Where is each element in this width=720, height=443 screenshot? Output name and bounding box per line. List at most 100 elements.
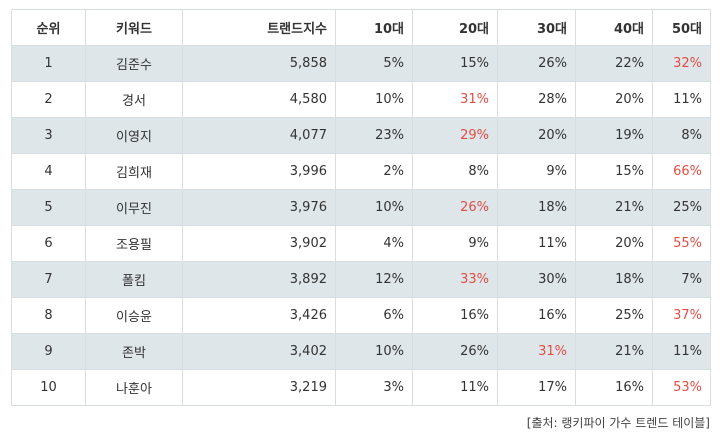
age-40s-cell: 22%: [575, 45, 653, 82]
age-20s-cell: 9%: [412, 225, 498, 262]
rank-cell: 9: [11, 333, 86, 370]
table-row: 2 경서 4,580 10% 31% 28% 20% 11%: [11, 81, 711, 118]
age-10s-cell: 4%: [335, 225, 413, 262]
table-row: 6 조용필 3,902 4% 9% 11% 20% 55%: [11, 225, 711, 262]
table-row: 1 김준수 5,858 5% 15% 26% 22% 32%: [11, 45, 711, 82]
header-keyword: 키워드: [85, 9, 183, 46]
trend-index-cell: 3,426: [182, 297, 336, 334]
header-age-30s: 30대: [497, 9, 576, 46]
header-age-20s: 20대: [412, 9, 498, 46]
age-20s-cell: 31%: [412, 81, 498, 118]
header-age-40s: 40대: [575, 9, 653, 46]
keyword-cell: 조용필: [85, 225, 183, 262]
header-trend-index: 트랜드지수: [182, 9, 336, 46]
rank-cell: 1: [11, 45, 86, 82]
age-20s-cell: 16%: [412, 297, 498, 334]
keyword-cell: 이영지: [85, 117, 183, 154]
age-30s-cell: 30%: [497, 261, 576, 298]
trend-index-cell: 3,892: [182, 261, 336, 298]
age-10s-cell: 23%: [335, 117, 413, 154]
keyword-cell: 폴킴: [85, 261, 183, 298]
age-50s-cell: 11%: [652, 81, 711, 118]
table-row: 4 김희재 3,996 2% 8% 9% 15% 66%: [11, 153, 711, 190]
table-header-row: 순위 키워드 트랜드지수 10대 20대 30대 40대 50대: [11, 9, 711, 46]
age-20s-cell: 8%: [412, 153, 498, 190]
age-40s-cell: 15%: [575, 153, 653, 190]
age-40s-cell: 16%: [575, 369, 653, 406]
rank-cell: 6: [11, 225, 86, 262]
rank-cell: 5: [11, 189, 86, 226]
rank-cell: 4: [11, 153, 86, 190]
age-40s-cell: 21%: [575, 333, 653, 370]
table-body: 1 김준수 5,858 5% 15% 26% 22% 32% 2 경서 4,580 10% 31% 28%…: [11, 45, 711, 406]
keyword-cell: 존박: [85, 333, 183, 370]
age-10s-cell: 12%: [335, 261, 413, 298]
table-row: 7 폴킴 3,892 12% 33% 30% 18% 7%: [11, 261, 711, 298]
keyword-cell: 나훈아: [85, 369, 183, 406]
age-50s-cell: 66%: [652, 153, 711, 190]
header-age-10s: 10대: [335, 9, 413, 46]
age-10s-cell: 10%: [335, 81, 413, 118]
age-40s-cell: 20%: [575, 225, 653, 262]
keyword-cell: 김희재: [85, 153, 183, 190]
age-10s-cell: 2%: [335, 153, 413, 190]
age-20s-cell: 29%: [412, 117, 498, 154]
keyword-cell: 경서: [85, 81, 183, 118]
rank-cell: 8: [11, 297, 86, 334]
age-10s-cell: 5%: [335, 45, 413, 82]
trend-index-cell: 3,976: [182, 189, 336, 226]
age-50s-cell: 25%: [652, 189, 711, 226]
table-row: 10 나훈아 3,219 3% 11% 17% 16% 53%: [11, 369, 711, 406]
keyword-cell: 김준수: [85, 45, 183, 82]
trend-table: 순위 키워드 트랜드지수 10대 20대 30대 40대 50대 1 김준수 5,8…: [11, 9, 711, 406]
age-30s-cell: 26%: [497, 45, 576, 82]
age-30s-cell: 17%: [497, 369, 576, 406]
age-30s-cell: 28%: [497, 81, 576, 118]
age-50s-cell: 7%: [652, 261, 711, 298]
age-20s-cell: 26%: [412, 333, 498, 370]
table-row: 5 이무진 3,976 10% 26% 18% 21% 25%: [11, 189, 711, 226]
age-30s-cell: 18%: [497, 189, 576, 226]
keyword-cell: 이무진: [85, 189, 183, 226]
trend-table-container: 순위 키워드 트랜드지수 10대 20대 30대 40대 50대 1 김준수 5,8…: [11, 9, 711, 406]
trend-index-cell: 4,580: [182, 81, 336, 118]
trend-index-cell: 3,902: [182, 225, 336, 262]
age-50s-cell: 37%: [652, 297, 711, 334]
age-10s-cell: 10%: [335, 333, 413, 370]
trend-index-cell: 3,402: [182, 333, 336, 370]
age-40s-cell: 25%: [575, 297, 653, 334]
age-30s-cell: 16%: [497, 297, 576, 334]
trend-index-cell: 3,996: [182, 153, 336, 190]
header-age-50s: 50대: [652, 9, 711, 46]
header-rank: 순위: [11, 9, 86, 46]
table-row: 9 존박 3,402 10% 26% 31% 21% 11%: [11, 333, 711, 370]
age-40s-cell: 19%: [575, 117, 653, 154]
age-10s-cell: 6%: [335, 297, 413, 334]
age-50s-cell: 8%: [652, 117, 711, 154]
age-50s-cell: 53%: [652, 369, 711, 406]
age-10s-cell: 10%: [335, 189, 413, 226]
age-20s-cell: 11%: [412, 369, 498, 406]
trend-index-cell: 3,219: [182, 369, 336, 406]
rank-cell: 7: [11, 261, 86, 298]
age-30s-cell: 31%: [497, 333, 576, 370]
rank-cell: 3: [11, 117, 86, 154]
source-caption: [출처: 랭키파이 가수 트렌드 테이블]: [526, 416, 710, 430]
trend-index-cell: 4,077: [182, 117, 336, 154]
keyword-cell: 이승윤: [85, 297, 183, 334]
age-20s-cell: 15%: [412, 45, 498, 82]
rank-cell: 2: [11, 81, 86, 118]
age-30s-cell: 9%: [497, 153, 576, 190]
age-20s-cell: 33%: [412, 261, 498, 298]
table-row: 3 이영지 4,077 23% 29% 20% 19% 8%: [11, 117, 711, 154]
rank-cell: 10: [11, 369, 86, 406]
age-20s-cell: 26%: [412, 189, 498, 226]
age-30s-cell: 11%: [497, 225, 576, 262]
age-50s-cell: 55%: [652, 225, 711, 262]
age-30s-cell: 20%: [497, 117, 576, 154]
age-10s-cell: 3%: [335, 369, 413, 406]
trend-index-cell: 5,858: [182, 45, 336, 82]
table-row: 8 이승윤 3,426 6% 16% 16% 25% 37%: [11, 297, 711, 334]
age-40s-cell: 21%: [575, 189, 653, 226]
age-50s-cell: 11%: [652, 333, 711, 370]
